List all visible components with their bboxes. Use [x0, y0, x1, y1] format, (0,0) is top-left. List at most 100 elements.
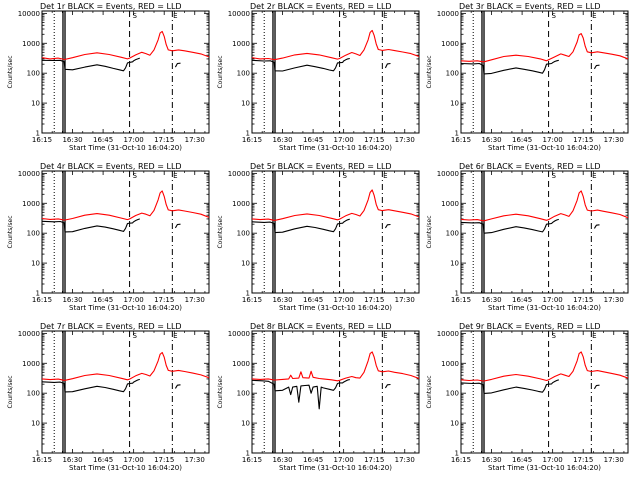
y-tick-label: 10000: [228, 10, 250, 18]
lld-series-line: [42, 190, 209, 221]
x-tick-label: 16:30: [481, 456, 501, 464]
y-tick-label: 100: [27, 390, 40, 398]
y-tick-label: 10000: [18, 170, 40, 178]
plot-frame: [251, 170, 420, 294]
marker-lines: [472, 331, 592, 453]
flag-glyph: E: [383, 172, 387, 180]
x-tick-label: 17:00: [334, 456, 354, 464]
panel-title: Det 8r BLACK = Events, RED = LLD: [250, 322, 392, 331]
chart-panel: Det 5r BLACK = Events, RED = LLD 1 10 100 10…: [217, 162, 420, 312]
x-tick-label: 17:30: [185, 136, 205, 144]
y-tick-label: 1000: [232, 360, 250, 368]
y-tick-label: 1000: [232, 40, 250, 48]
events-series-line: [42, 218, 140, 233]
chart-panel: Det 2r BLACK = Events, RED = LLD 1 10 100 10…: [217, 2, 420, 152]
x-tick-label: 16:15: [451, 296, 471, 304]
y-axis-label: Counts/sec: [7, 215, 14, 248]
marker-lines: [263, 11, 383, 133]
x-tick-label: 16:30: [481, 136, 501, 144]
x-tick-label: 16:45: [93, 456, 113, 464]
x-tick-label: 17:30: [604, 296, 624, 304]
x-tick-label: 17:15: [573, 296, 593, 304]
panel-title: Det 1r BLACK = Events, RED = LLD: [40, 2, 182, 11]
x-tick-label: 16:15: [32, 456, 52, 464]
events-series-line: [593, 384, 600, 390]
x-tick-label: 16:30: [62, 136, 82, 144]
x-tick-label: 16:45: [303, 136, 323, 144]
x-tick-label: 17:00: [124, 136, 144, 144]
events-series-line: [593, 64, 600, 70]
x-tick-label: 16:45: [512, 136, 532, 144]
x-axis-label: Start Time (31-Oct-10 16:04:20): [488, 464, 601, 472]
y-tick-label: 1: [246, 290, 250, 298]
events-series-line: [384, 223, 391, 229]
lld-series-line: [42, 30, 209, 60]
x-tick-label: 17:15: [154, 136, 174, 144]
marker-lines: [53, 171, 173, 293]
x-tick-label: 17:30: [604, 456, 624, 464]
series-group: [42, 30, 209, 72]
events-series-line: [174, 62, 181, 68]
panel-title: Det 3r BLACK = Events, RED = LLD: [459, 2, 601, 11]
x-tick-label: 16:30: [272, 136, 292, 144]
x-tick-label: 16:45: [303, 296, 323, 304]
flag-glyph: S: [132, 12, 137, 20]
plot-frame: [460, 10, 629, 134]
y-tick-label: 10000: [437, 330, 459, 338]
x-axis-label: Start Time (31-Oct-10 16:04:20): [69, 144, 182, 152]
plot-frame: [251, 10, 420, 134]
chart-panel: Det 1r BLACK = Events, RED = LLD 1 10 100 10…: [7, 2, 210, 152]
y-tick-label: 10: [450, 100, 459, 108]
y-tick-label: 10: [450, 260, 459, 268]
flag-glyph: E: [383, 332, 387, 340]
panel-title: Det 2r BLACK = Events, RED = LLD: [250, 2, 392, 11]
y-axis-label: Counts/sec: [217, 375, 224, 408]
marker-lines: [472, 171, 592, 293]
y-tick-label: 1: [36, 450, 40, 458]
series-group: [42, 351, 209, 393]
x-tick-label: 17:15: [154, 296, 174, 304]
series-group: [252, 351, 419, 410]
y-tick-label: 100: [27, 70, 40, 78]
x-tick-label: 16:15: [32, 296, 52, 304]
events-series-line: [461, 379, 559, 394]
y-axis-label: Counts/sec: [426, 375, 433, 408]
x-tick-label: 16:45: [303, 456, 323, 464]
x-tick-label: 16:30: [62, 296, 82, 304]
events-series-line: [252, 379, 350, 410]
x-tick-label: 16:15: [242, 296, 262, 304]
events-series-line: [461, 59, 559, 75]
y-tick-label: 1000: [232, 200, 250, 208]
y-tick-label: 10000: [18, 330, 40, 338]
x-tick-label: 16:15: [451, 136, 471, 144]
x-tick-label: 16:45: [512, 456, 532, 464]
y-tick-label: 1: [455, 450, 459, 458]
y-tick-label: 100: [446, 70, 459, 78]
series-group: [252, 29, 419, 72]
y-axis-label: Counts/sec: [217, 215, 224, 248]
y-tick-label: 10: [241, 420, 250, 428]
y-tick-label: 1: [455, 130, 459, 138]
chart-panel: Det 7r BLACK = Events, RED = LLD 1 10 100 10…: [7, 322, 210, 472]
x-tick-label: 16:45: [93, 136, 113, 144]
x-tick-label: 16:30: [272, 456, 292, 464]
y-tick-label: 100: [27, 230, 40, 238]
y-tick-label: 10000: [18, 10, 40, 18]
y-tick-label: 10000: [437, 170, 459, 178]
plot-frame: [460, 170, 629, 294]
lld-series-line: [252, 189, 419, 221]
flag-glyph: E: [592, 172, 596, 180]
x-tick-label: 17:00: [124, 296, 144, 304]
lld-series-line: [42, 351, 209, 381]
lld-series-line: [252, 29, 419, 61]
flag-glyph: S: [132, 172, 137, 180]
chart-panel: Det 4r BLACK = Events, RED = LLD 1 10 100 10…: [7, 162, 210, 312]
panel-title: Det 5r BLACK = Events, RED = LLD: [250, 162, 392, 171]
events-series-line: [42, 378, 140, 393]
series-group: [461, 190, 628, 234]
events-series-line: [174, 223, 181, 229]
chart-panel: Det 3r BLACK = Events, RED = LLD 1 10 100 10…: [426, 2, 629, 152]
y-tick-label: 10000: [228, 330, 250, 338]
plot-frame: [41, 10, 210, 134]
flag-glyph: E: [592, 332, 596, 340]
